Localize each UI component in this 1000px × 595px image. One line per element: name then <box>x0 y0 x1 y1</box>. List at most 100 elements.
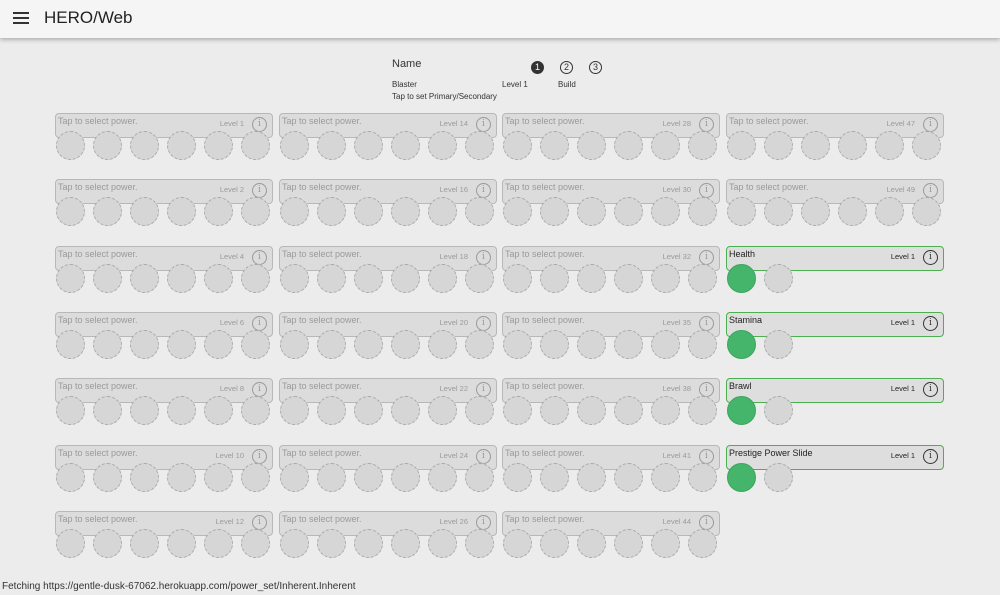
enhancement-slot[interactable] <box>280 396 309 425</box>
info-icon[interactable]: i <box>476 449 491 464</box>
enhancement-slot[interactable] <box>391 396 420 425</box>
enhancement-slot[interactable] <box>614 463 643 492</box>
power-select-bar[interactable]: Tap to select power. Level 2 i <box>55 179 273 204</box>
enhancement-slot[interactable] <box>465 330 494 359</box>
enhancement-slot[interactable] <box>577 330 606 359</box>
power-select-bar[interactable]: Tap to select power. Level 14 i <box>279 113 497 138</box>
enhancement-slot[interactable] <box>651 264 680 293</box>
info-icon[interactable]: i <box>923 449 938 464</box>
power-select-bar[interactable]: Tap to select power. Level 22 i <box>279 378 497 403</box>
enhancement-slot[interactable] <box>428 264 457 293</box>
enhancement-slot[interactable] <box>688 463 717 492</box>
build-2-button[interactable]: 2 <box>560 61 573 74</box>
enhancement-slot[interactable] <box>130 131 159 160</box>
enhancement-slot[interactable] <box>56 197 85 226</box>
enhancement-slot[interactable] <box>130 396 159 425</box>
enhancement-slot[interactable] <box>503 264 532 293</box>
enhancement-slot[interactable] <box>204 463 233 492</box>
enhancement-slot[interactable] <box>688 396 717 425</box>
enhancement-slot[interactable] <box>428 529 457 558</box>
power-select-bar[interactable]: Tap to select power. Level 4 i <box>55 246 273 271</box>
enhancement-slot[interactable] <box>167 131 196 160</box>
enhancement-slot[interactable] <box>93 396 122 425</box>
info-icon[interactable]: i <box>476 515 491 530</box>
enhancement-slot[interactable] <box>391 463 420 492</box>
enhancement-slot[interactable] <box>764 330 793 359</box>
info-icon[interactable]: i <box>252 515 267 530</box>
enhancement-slot-filled[interactable] <box>727 463 756 492</box>
build-3-button[interactable]: 3 <box>589 61 602 74</box>
info-icon[interactable]: i <box>923 382 938 397</box>
power-select-bar[interactable]: Tap to select power. Level 35 i <box>502 312 720 337</box>
character-class[interactable]: Blaster <box>392 80 417 89</box>
enhancement-slot[interactable] <box>391 197 420 226</box>
enhancement-slot[interactable] <box>764 396 793 425</box>
enhancement-slot[interactable] <box>280 131 309 160</box>
enhancement-slot[interactable] <box>167 197 196 226</box>
enhancement-slot[interactable] <box>727 131 756 160</box>
enhancement-slot[interactable] <box>614 330 643 359</box>
enhancement-slot[interactable] <box>317 264 346 293</box>
enhancement-slot[interactable] <box>241 330 270 359</box>
enhancement-slot[interactable] <box>56 529 85 558</box>
enhancement-slot[interactable] <box>317 131 346 160</box>
power-select-bar[interactable]: Tap to select power. Level 24 i <box>279 445 497 470</box>
enhancement-slot[interactable] <box>354 264 383 293</box>
enhancement-slot[interactable] <box>204 131 233 160</box>
enhancement-slot[interactable] <box>280 529 309 558</box>
enhancement-slot[interactable] <box>56 131 85 160</box>
power-select-bar[interactable]: Stamina Level 1 i <box>726 312 944 337</box>
info-icon[interactable]: i <box>476 117 491 132</box>
enhancement-slot[interactable] <box>204 197 233 226</box>
enhancement-slot[interactable] <box>130 330 159 359</box>
enhancement-slot[interactable] <box>56 396 85 425</box>
info-icon[interactable]: i <box>252 250 267 265</box>
info-icon[interactable]: i <box>699 117 714 132</box>
enhancement-slot[interactable] <box>354 529 383 558</box>
power-select-bar[interactable]: Tap to select power. Level 28 i <box>502 113 720 138</box>
enhancement-slot[interactable] <box>614 131 643 160</box>
enhancement-slot[interactable] <box>391 131 420 160</box>
info-icon[interactable]: i <box>476 382 491 397</box>
enhancement-slot[interactable] <box>204 396 233 425</box>
enhancement-slot[interactable] <box>503 197 532 226</box>
power-select-bar[interactable]: Tap to select power. Level 18 i <box>279 246 497 271</box>
enhancement-slot[interactable] <box>130 264 159 293</box>
enhancement-slot[interactable] <box>540 330 569 359</box>
enhancement-slot[interactable] <box>503 463 532 492</box>
power-select-bar[interactable]: Tap to select power. Level 10 i <box>55 445 273 470</box>
info-icon[interactable]: i <box>252 117 267 132</box>
enhancement-slot[interactable] <box>614 396 643 425</box>
enhancement-slot-filled[interactable] <box>727 396 756 425</box>
enhancement-slot[interactable] <box>241 264 270 293</box>
enhancement-slot[interactable] <box>241 131 270 160</box>
enhancement-slot[interactable] <box>838 131 867 160</box>
info-icon[interactable]: i <box>252 316 267 331</box>
enhancement-slot[interactable] <box>130 463 159 492</box>
enhancement-slot[interactable] <box>167 396 196 425</box>
enhancement-slot[interactable] <box>503 131 532 160</box>
enhancement-slot[interactable] <box>428 197 457 226</box>
enhancement-slot[interactable] <box>428 131 457 160</box>
enhancement-slot[interactable] <box>688 330 717 359</box>
enhancement-slot[interactable] <box>317 463 346 492</box>
enhancement-slot[interactable] <box>130 529 159 558</box>
enhancement-slot[interactable] <box>391 330 420 359</box>
enhancement-slot[interactable] <box>428 330 457 359</box>
enhancement-slot[interactable] <box>912 131 941 160</box>
enhancement-slot[interactable] <box>577 197 606 226</box>
enhancement-slot[interactable] <box>503 330 532 359</box>
power-select-bar[interactable]: Tap to select power. Level 16 i <box>279 179 497 204</box>
enhancement-slot[interactable] <box>688 529 717 558</box>
info-icon[interactable]: i <box>699 515 714 530</box>
info-icon[interactable]: i <box>699 250 714 265</box>
enhancement-slot[interactable] <box>465 197 494 226</box>
enhancement-slot[interactable] <box>56 463 85 492</box>
enhancement-slot[interactable] <box>354 330 383 359</box>
power-select-bar[interactable]: Brawl Level 1 i <box>726 378 944 403</box>
enhancement-slot[interactable] <box>912 197 941 226</box>
enhancement-slot[interactable] <box>577 463 606 492</box>
enhancement-slot[interactable] <box>764 463 793 492</box>
enhancement-slot[interactable] <box>577 264 606 293</box>
enhancement-slot[interactable] <box>354 396 383 425</box>
